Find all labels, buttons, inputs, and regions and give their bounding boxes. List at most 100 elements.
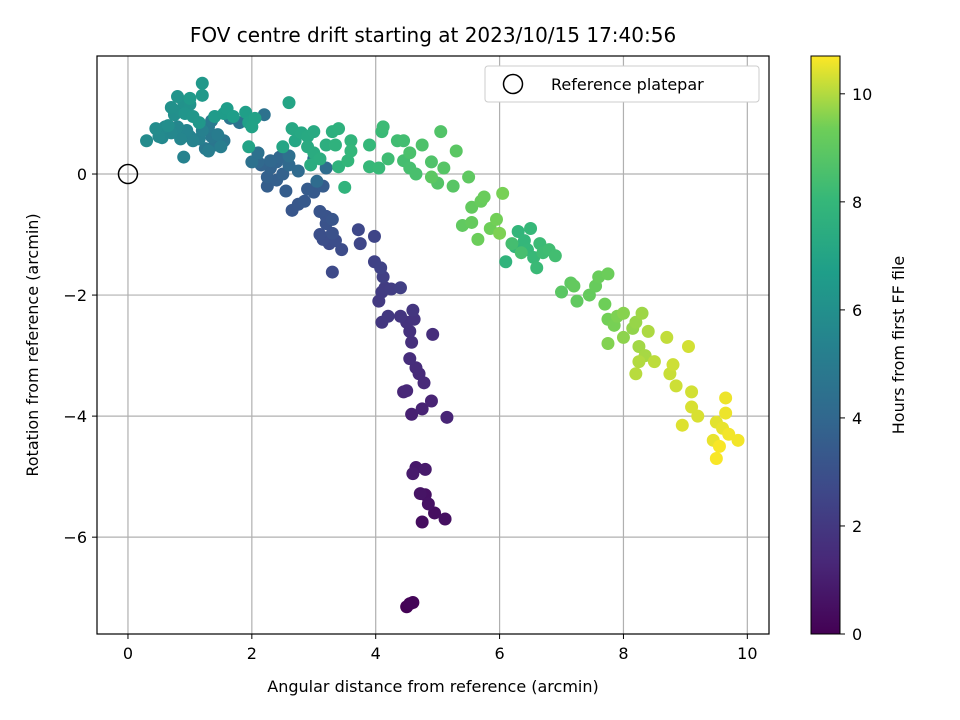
- data-point: [437, 161, 451, 175]
- data-point: [174, 132, 188, 146]
- data-point: [440, 410, 454, 424]
- data-point: [409, 167, 423, 181]
- y-axis-label: Rotation from reference (arcmin): [23, 213, 42, 476]
- data-point: [325, 212, 339, 226]
- legend-entry-label: Reference platepar: [551, 75, 704, 94]
- data-point: [418, 462, 432, 476]
- x-tick-label: 10: [737, 644, 757, 663]
- data-point: [403, 146, 417, 160]
- data-point: [428, 506, 442, 520]
- data-point: [335, 243, 349, 257]
- data-point: [393, 309, 407, 323]
- data-point: [282, 158, 296, 172]
- data-point: [301, 182, 315, 196]
- x-tick-label: 6: [494, 644, 504, 663]
- data-point: [403, 352, 417, 366]
- data-point: [376, 120, 390, 134]
- data-point: [319, 138, 333, 152]
- data-point: [438, 512, 452, 526]
- data-point: [632, 355, 646, 369]
- data-point: [424, 394, 438, 408]
- data-point: [499, 255, 513, 269]
- data-point: [338, 180, 352, 194]
- data-point: [245, 155, 259, 169]
- data-point: [282, 149, 296, 163]
- data-point: [511, 225, 525, 239]
- data-point: [530, 261, 544, 275]
- data-point: [406, 467, 420, 481]
- chart-title: FOV centre drift starting at 2023/10/15 …: [190, 23, 676, 47]
- data-point: [471, 232, 485, 246]
- data-point: [582, 288, 596, 302]
- data-point: [712, 439, 726, 453]
- data-point: [635, 306, 649, 320]
- data-point: [276, 140, 290, 154]
- data-points: [140, 76, 745, 614]
- data-point: [675, 418, 689, 432]
- colorbar: [810, 55, 841, 635]
- data-point: [393, 281, 407, 295]
- data-point: [397, 134, 411, 148]
- legend: Reference platepar: [484, 65, 760, 103]
- data-point: [328, 138, 342, 152]
- colorbar-tick-label: 2: [852, 517, 862, 536]
- data-point: [260, 179, 274, 193]
- data-point: [669, 379, 683, 393]
- data-point: [332, 160, 346, 174]
- colorbar-tick-label: 8: [852, 193, 862, 212]
- data-point: [424, 170, 438, 184]
- x-tick-label: 0: [123, 644, 133, 663]
- data-point: [381, 309, 395, 323]
- data-point: [351, 223, 365, 237]
- data-point: [325, 226, 339, 240]
- y-tick-label: −4: [63, 407, 87, 426]
- data-point: [372, 161, 386, 175]
- data-point: [601, 267, 615, 281]
- data-point: [629, 367, 643, 381]
- data-point: [446, 179, 460, 193]
- x-tick-label: 2: [247, 644, 257, 663]
- x-axis-label: Angular distance from reference (arcmin): [267, 677, 598, 696]
- data-point: [164, 100, 178, 114]
- data-point: [462, 170, 476, 184]
- data-point: [353, 237, 367, 251]
- data-point: [195, 88, 209, 102]
- x-tick-label: 8: [618, 644, 628, 663]
- data-point: [310, 174, 324, 188]
- data-point: [465, 215, 479, 229]
- data-point: [629, 315, 643, 329]
- data-point: [226, 110, 240, 124]
- data-point: [201, 144, 215, 158]
- data-point: [239, 105, 253, 119]
- reference-platepar-marker: [117, 163, 139, 185]
- x-tick-label: 4: [371, 644, 381, 663]
- data-point: [297, 194, 311, 208]
- data-point: [242, 140, 256, 154]
- data-point: [601, 336, 615, 350]
- data-point: [282, 96, 296, 110]
- data-point: [709, 451, 723, 465]
- data-point: [183, 91, 197, 105]
- data-point: [555, 285, 569, 299]
- data-point: [276, 167, 290, 181]
- data-point: [465, 200, 479, 214]
- legend-marker: [502, 73, 524, 95]
- data-point: [489, 212, 503, 226]
- colorbar-tick-label: 0: [852, 625, 862, 644]
- data-point: [548, 249, 562, 263]
- colorbar-tick-label: 6: [852, 301, 862, 320]
- data-point: [192, 116, 206, 130]
- data-point: [344, 144, 358, 158]
- data-point: [381, 152, 395, 166]
- colorbar-tick-label: 4: [852, 409, 862, 428]
- data-point: [424, 155, 438, 169]
- data-point: [731, 433, 745, 447]
- data-point: [149, 122, 163, 136]
- data-point: [681, 340, 695, 354]
- data-point: [325, 265, 339, 279]
- data-point: [570, 294, 584, 308]
- data-point: [161, 119, 175, 133]
- data-point: [140, 134, 154, 148]
- data-point: [319, 161, 333, 175]
